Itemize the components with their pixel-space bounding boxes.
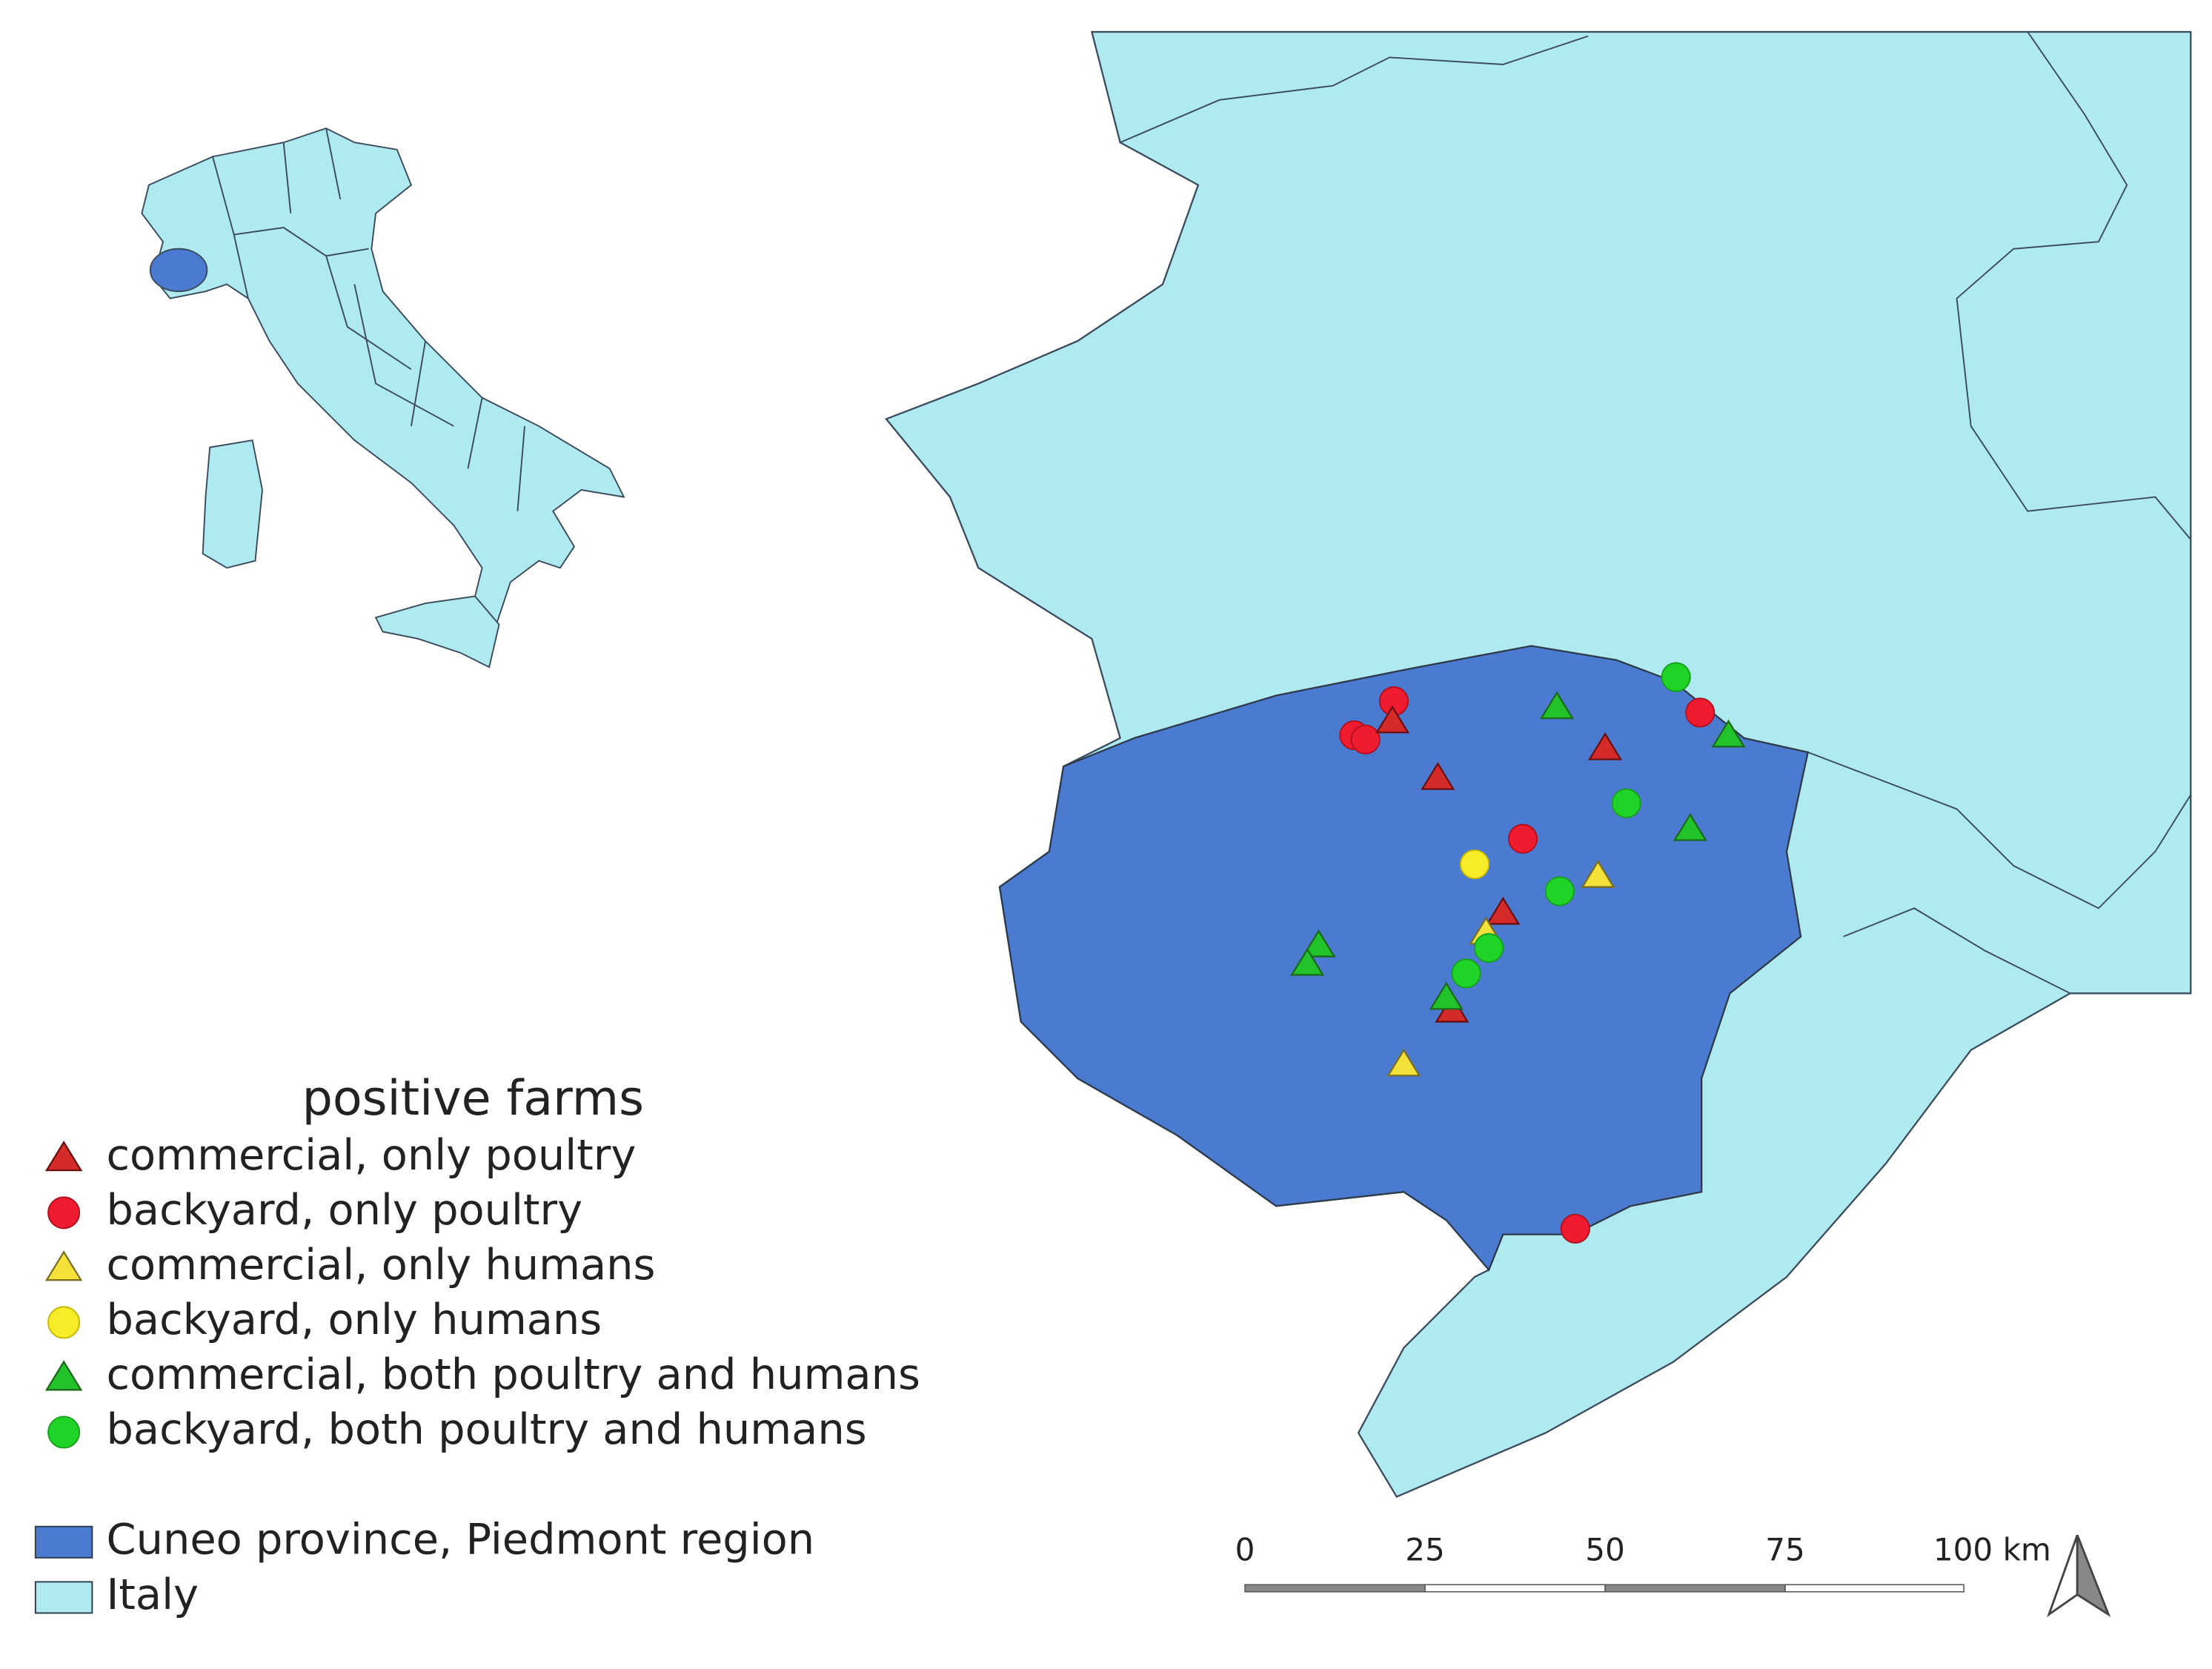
legend-label: commercial, both poultry and humans [107, 1350, 920, 1399]
legend-label: Italy [107, 1570, 199, 1619]
marker-circle [1474, 932, 1504, 963]
legend-title: positive farms [302, 1071, 644, 1127]
marker-circle [47, 1416, 81, 1449]
marker-triangle [1301, 929, 1336, 958]
marker-circle [1507, 823, 1538, 854]
marker-circle [47, 1196, 81, 1230]
marker-circle [47, 1306, 81, 1339]
marker-circle [1611, 788, 1641, 818]
cuneo-area [998, 645, 1810, 1272]
legend-swatch [34, 1581, 93, 1614]
scale-label: 0 [1235, 1532, 1255, 1568]
north-arrow [2047, 1534, 2111, 1618]
marker-triangle [1375, 705, 1410, 734]
legend-swatch [34, 1525, 93, 1559]
marker-circle [1544, 876, 1575, 906]
legend-label: backyard, only humans [107, 1295, 602, 1344]
marker-triangle [1711, 719, 1746, 748]
marker-triangle [1290, 947, 1325, 976]
marker-circle [1661, 662, 1691, 692]
inset-italy [141, 127, 625, 668]
marker-circle [1350, 724, 1381, 754]
marker-triangle [44, 1360, 83, 1391]
marker-triangle [1486, 896, 1521, 925]
marker-circle [1451, 958, 1481, 989]
marker-triangle [1539, 691, 1575, 720]
legend-label: Cuneo province, Piedmont region [107, 1514, 815, 1564]
legend-label: backyard, only poultry [107, 1185, 583, 1235]
legend-label: backyard, both poultry and humans [107, 1404, 867, 1454]
marker-circle [1685, 697, 1716, 728]
scale-bar: 0 25 50 75 100 km [1235, 1532, 2051, 1593]
scale-label: 100 km [1933, 1532, 2051, 1568]
scale-label: 50 [1585, 1532, 1625, 1568]
legend-label: commercial, only poultry [107, 1130, 637, 1180]
farm-points [1290, 662, 1746, 1244]
marker-triangle [1386, 1048, 1421, 1077]
marker-triangle [1421, 762, 1455, 790]
marker-triangle [1587, 731, 1623, 760]
legend-label: commercial, only humans [107, 1240, 656, 1290]
marker-triangle [1581, 860, 1615, 888]
marker-triangle [1673, 813, 1707, 841]
marker-triangle [44, 1250, 83, 1281]
marker-triangle [44, 1141, 83, 1172]
marker-circle [1459, 849, 1490, 880]
scale-label: 75 [1765, 1532, 1805, 1568]
scale-label: 25 [1405, 1532, 1445, 1568]
marker-circle [1560, 1213, 1590, 1244]
marker-triangle [1429, 981, 1464, 1010]
